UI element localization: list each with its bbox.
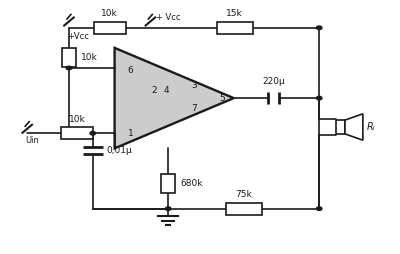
Circle shape [66,66,72,70]
Bar [226,203,262,215]
Text: 220μ: 220μ [262,76,285,86]
Text: 15k: 15k [226,9,243,18]
Bar [62,49,76,67]
Text: 680k: 680k [180,179,203,188]
Bar [61,127,93,139]
Text: Rₗ: Rₗ [367,122,375,132]
Bar [94,22,126,34]
Circle shape [316,26,322,29]
Text: 3: 3 [191,81,197,90]
Circle shape [316,207,322,210]
Polygon shape [345,114,363,140]
Text: 10k: 10k [68,115,85,124]
Bar [161,174,175,193]
Text: +Vcc: +Vcc [67,32,89,41]
Text: 5: 5 [220,94,226,103]
Text: 7: 7 [191,104,197,113]
Polygon shape [114,48,234,148]
Text: + Vcc: + Vcc [156,13,181,22]
Text: 10k: 10k [101,9,118,18]
Text: 6: 6 [128,66,133,75]
Text: 0,01μ: 0,01μ [107,146,132,155]
Text: 2: 2 [152,86,157,95]
Text: 4: 4 [164,86,169,95]
Circle shape [166,207,171,210]
Text: 75k: 75k [235,190,252,199]
Circle shape [316,96,322,100]
Text: 1: 1 [128,129,133,138]
Bar [217,22,253,34]
Bar [336,120,345,134]
Text: 10k: 10k [81,53,98,62]
Text: Uin: Uin [25,136,39,145]
Circle shape [90,132,96,135]
